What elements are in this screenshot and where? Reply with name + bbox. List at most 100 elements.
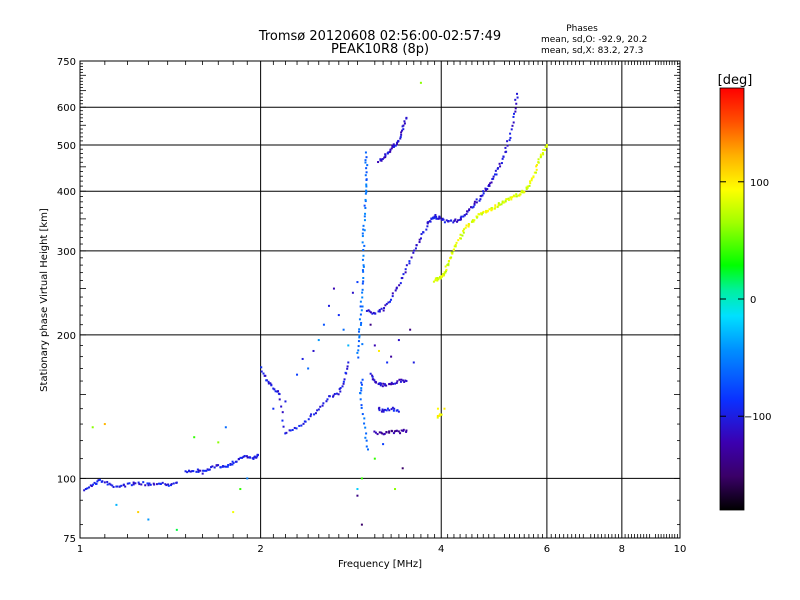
- echo-point: [463, 214, 466, 217]
- colorbar-label: [deg]: [718, 73, 753, 88]
- echo-point: [402, 273, 405, 276]
- echo-point: [384, 154, 387, 157]
- echo-point: [395, 429, 398, 432]
- x-tick-label: 8: [619, 544, 625, 555]
- echo-point: [97, 479, 100, 482]
- echo-points: [83, 81, 548, 531]
- echo-point: [359, 398, 362, 401]
- echo-point: [537, 161, 540, 164]
- echo-point: [362, 265, 365, 268]
- echo-point: [501, 200, 504, 203]
- echo-point: [373, 379, 376, 382]
- echo-point: [405, 380, 408, 383]
- echo-point: [90, 485, 93, 488]
- echo-point: [400, 131, 403, 134]
- echo-point: [463, 228, 466, 231]
- echo-point: [412, 251, 415, 254]
- echo-point: [398, 378, 401, 381]
- echo-point: [504, 146, 507, 149]
- echo-point: [389, 150, 392, 153]
- echo-point: [391, 382, 394, 385]
- echo-point: [363, 204, 366, 207]
- echo-point: [213, 466, 216, 469]
- echo-point: [542, 148, 545, 151]
- echo-point: [381, 385, 384, 388]
- echo-point: [400, 378, 403, 381]
- echo-point: [506, 144, 509, 147]
- echo-point: [403, 122, 406, 125]
- echo-point: [431, 217, 434, 220]
- echo-point: [402, 429, 405, 432]
- echo-point: [300, 424, 303, 427]
- echo-point: [362, 254, 365, 257]
- noise-point: [351, 291, 354, 294]
- echo-point: [496, 205, 499, 208]
- echo-point: [389, 148, 392, 151]
- echo-point: [314, 412, 317, 415]
- echo-point: [108, 482, 111, 485]
- echo-point: [210, 466, 213, 469]
- echo-point: [470, 206, 473, 209]
- noise-point: [246, 477, 249, 480]
- echo-point: [362, 228, 365, 231]
- echo-point: [457, 219, 460, 222]
- echo-point: [356, 351, 359, 354]
- echo-point: [498, 162, 501, 165]
- echo-point: [519, 193, 522, 196]
- echo-point: [384, 156, 387, 159]
- echo-point: [505, 150, 508, 153]
- echo-point: [189, 470, 192, 473]
- echo-point: [112, 486, 115, 489]
- echo-point: [122, 484, 125, 487]
- echo-point: [205, 469, 208, 472]
- echo-point: [369, 372, 372, 375]
- echo-point: [391, 295, 394, 298]
- echo-point: [510, 128, 513, 131]
- noise-point: [419, 81, 422, 84]
- noise-point: [91, 426, 94, 429]
- echo-point: [365, 185, 368, 188]
- echo-point: [390, 408, 393, 411]
- echo-point: [365, 439, 368, 442]
- echo-point: [103, 481, 106, 484]
- echo-point: [361, 291, 364, 294]
- echo-point: [526, 186, 529, 189]
- echo-point: [461, 234, 464, 237]
- echo-point: [92, 483, 95, 486]
- echo-point: [211, 465, 214, 468]
- noise-point: [360, 477, 363, 480]
- echo-point: [436, 279, 439, 282]
- echo-point: [447, 263, 450, 266]
- noise-point: [394, 488, 397, 491]
- echo-point: [399, 135, 402, 138]
- echo-point: [454, 245, 457, 248]
- echo-point: [462, 215, 465, 218]
- echo-point: [465, 213, 468, 216]
- echo-point: [394, 382, 397, 385]
- noise-point: [373, 457, 376, 460]
- noise-point: [296, 373, 299, 376]
- echo-point: [442, 218, 445, 221]
- echo-point: [512, 115, 515, 118]
- echo-point: [360, 321, 363, 324]
- echo-point: [365, 171, 368, 174]
- echo-point: [445, 219, 448, 222]
- echo-point: [396, 380, 399, 383]
- echo-point: [237, 457, 240, 460]
- echo-point: [326, 398, 329, 401]
- noise-point: [332, 287, 335, 290]
- echo-point: [420, 237, 423, 240]
- echo-point: [366, 164, 369, 167]
- echo-point: [501, 157, 504, 160]
- echo-point: [365, 445, 368, 448]
- echo-point: [201, 472, 204, 475]
- echo-point: [395, 143, 398, 146]
- echo-point: [385, 409, 388, 412]
- echo-point: [396, 409, 399, 412]
- echo-point: [332, 395, 335, 398]
- echo-point: [392, 143, 395, 146]
- echo-point: [381, 432, 384, 435]
- echo-point: [242, 455, 245, 458]
- echo-point: [436, 278, 439, 281]
- echo-point: [378, 310, 381, 313]
